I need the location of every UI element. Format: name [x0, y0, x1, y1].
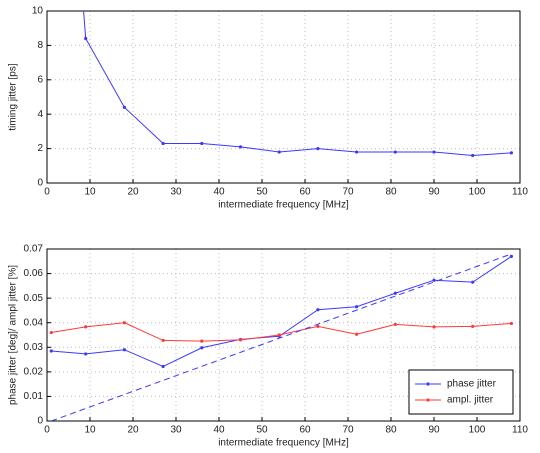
marker [355, 305, 359, 309]
x-tick-label: 40 [213, 425, 225, 436]
marker [509, 151, 513, 155]
axes-frame [46, 10, 521, 184]
marker [471, 153, 475, 158]
marker [200, 346, 204, 350]
marker [161, 141, 165, 146]
marker [432, 278, 436, 282]
x-tick-label: 50 [256, 187, 268, 198]
x-tick-label: 60 [299, 425, 311, 436]
x-tick-label: 70 [342, 187, 354, 198]
marker [316, 324, 320, 328]
marker [49, 349, 53, 353]
marker [238, 145, 243, 149]
marker [122, 348, 126, 352]
y-tick-label: 6 [37, 74, 43, 85]
y-tick-label: 0.02 [24, 366, 44, 377]
x-tick-label: 0 [44, 187, 50, 198]
x-tick-label: 80 [385, 187, 397, 198]
marker [509, 254, 513, 258]
marker [393, 322, 397, 327]
x-tick-label: 40 [213, 187, 225, 198]
legend-label: ampl. jitter [447, 395, 494, 406]
marker [393, 291, 397, 295]
legend-label: phase jitter [447, 379, 497, 390]
series-group [83, 11, 513, 158]
x-tick-label: 10 [84, 425, 96, 436]
trend-line [51, 253, 512, 421]
y-tick-label: 0.03 [24, 342, 44, 353]
marker [122, 105, 126, 109]
marker [161, 364, 165, 369]
marker [84, 36, 88, 41]
x-tick-label: 80 [385, 425, 397, 436]
x-tick-label: 90 [428, 425, 440, 436]
x-tick-label: 50 [256, 425, 268, 436]
y-tick-label: 0 [37, 178, 43, 189]
y-tick-label: 0.06 [24, 268, 44, 279]
y-tick-label: 4 [37, 109, 43, 120]
marker [277, 333, 281, 337]
y-tick-label: 0 [37, 416, 43, 427]
y-axis-label: phase jitter [deg]/ ampl jitter [%] [8, 265, 19, 405]
x-tick-label: 110 [512, 425, 528, 436]
x-tick-label: 20 [127, 187, 139, 198]
marker [161, 338, 165, 343]
marker [122, 321, 126, 325]
x-tick-label: 90 [428, 187, 440, 198]
marker [393, 150, 397, 154]
marker [471, 324, 475, 328]
y-tick-label: 2 [37, 143, 43, 154]
marker [432, 325, 436, 329]
plot-area [47, 11, 520, 183]
x-tick-label: 20 [127, 425, 139, 436]
y-tick-label: 0.04 [24, 317, 44, 328]
x-tick-label: 100 [469, 425, 486, 436]
x-axis-label: intermediate frequency [MHz] [218, 438, 349, 449]
marker [49, 330, 53, 335]
marker [84, 352, 88, 356]
y-axis-label: timing jitter [ps] [8, 63, 19, 130]
marker [238, 338, 243, 342]
legend-marker [426, 382, 430, 386]
y-tick-label: 10 [32, 6, 44, 17]
x-tick-label: 10 [84, 187, 96, 198]
y-tick-label: 0.01 [24, 391, 44, 402]
legend-box [408, 369, 514, 415]
x-tick-label: 30 [170, 187, 182, 198]
x-tick-label: 100 [469, 187, 486, 198]
x-tick-label: 110 [512, 187, 528, 198]
x-tick-label: 60 [299, 187, 311, 198]
marker [471, 280, 475, 284]
x-tick-label: 0 [44, 425, 50, 436]
y-tick-label: 0.05 [24, 293, 44, 304]
axes-frame [46, 248, 521, 422]
x-axis-label: intermediate frequency [MHz] [218, 200, 349, 211]
marker [432, 150, 436, 154]
marker [84, 325, 88, 329]
x-tick-label: 70 [342, 425, 354, 436]
x-tick-label: 30 [170, 425, 182, 436]
marker [355, 150, 359, 154]
y-tick-label: 0.07 [24, 244, 44, 255]
marker [200, 141, 204, 146]
series-group [49, 253, 513, 421]
marker [316, 147, 320, 151]
marker [509, 321, 513, 326]
y-tick-label: 8 [37, 40, 43, 51]
marker [355, 332, 359, 336]
marker [277, 150, 281, 154]
marker [200, 339, 204, 343]
legend-marker [426, 398, 430, 402]
marker [316, 308, 320, 312]
